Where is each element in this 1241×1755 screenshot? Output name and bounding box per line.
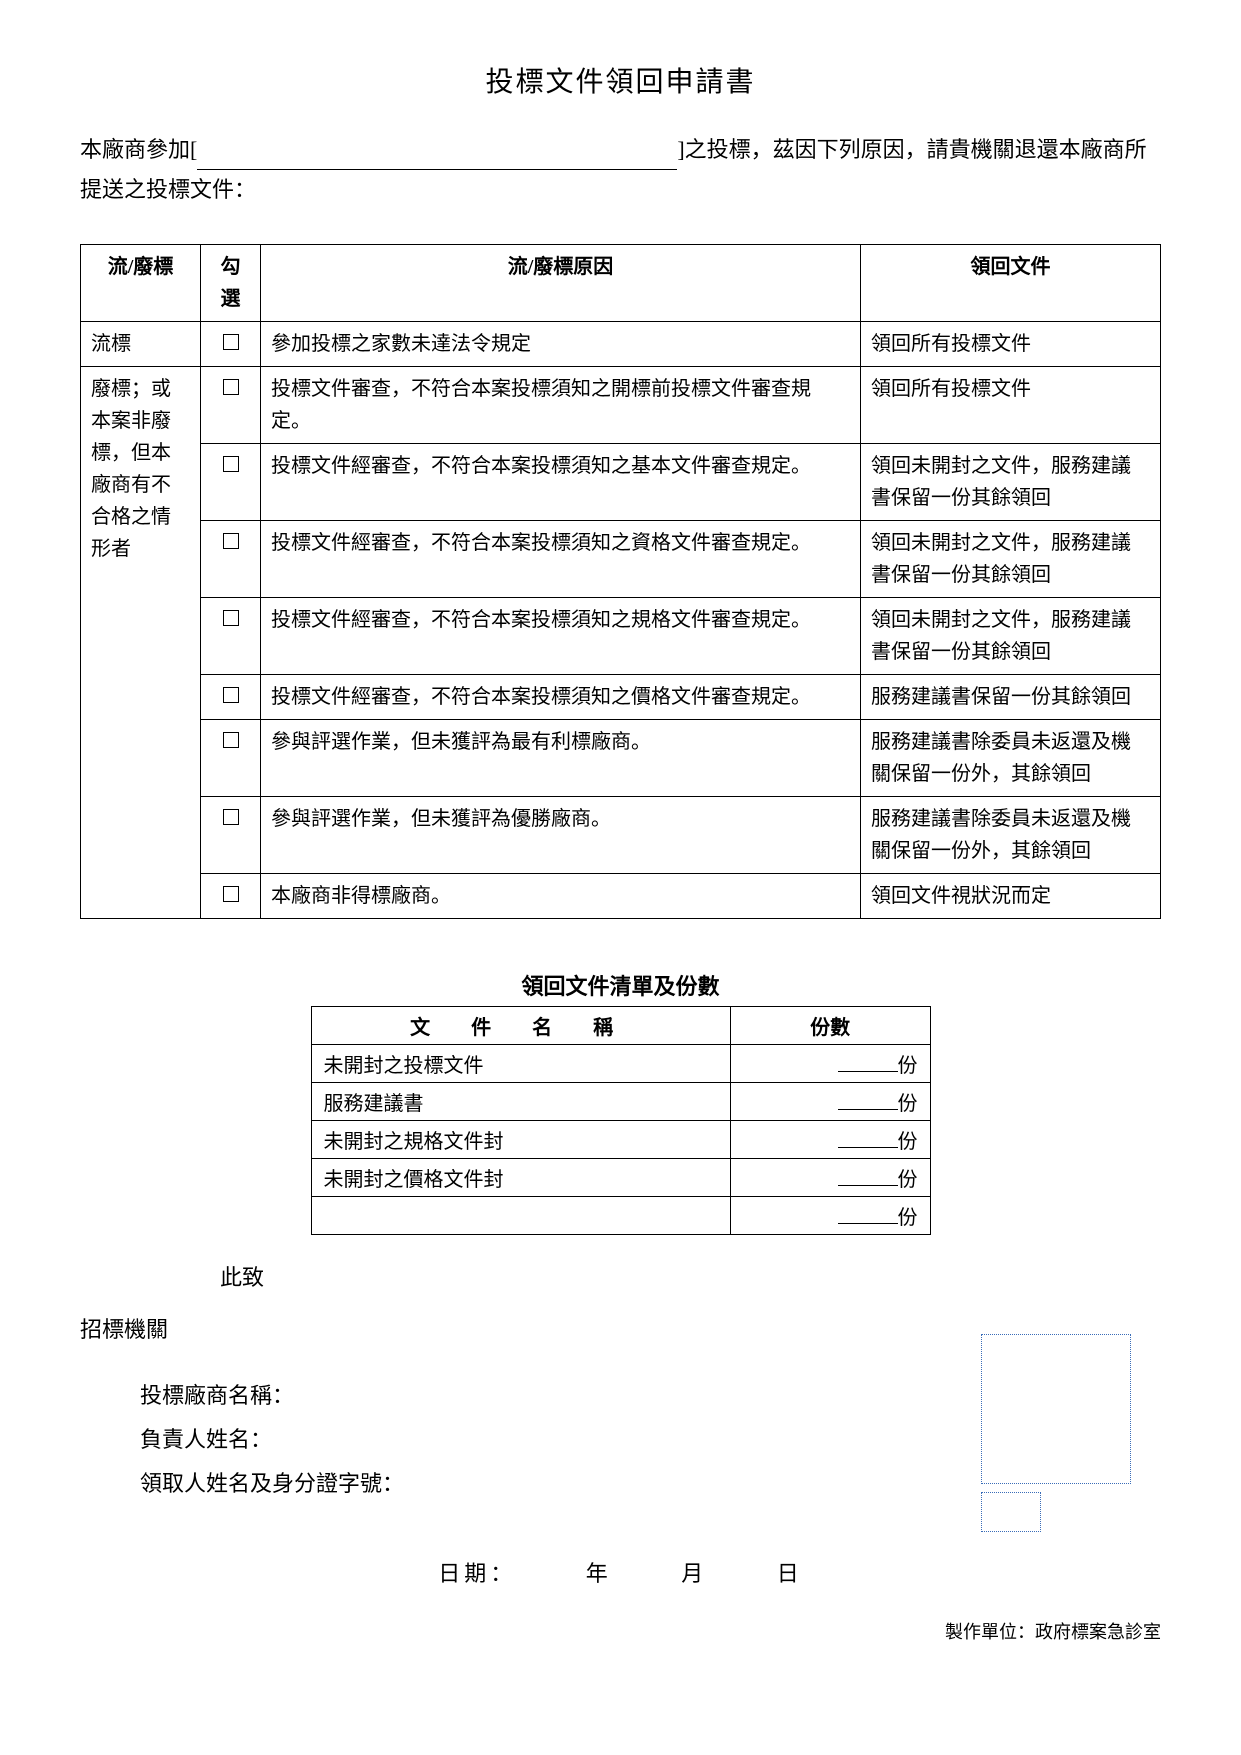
return-cell: 服務建議書除委員未返還及機關保留一份外，其餘領回: [861, 797, 1161, 874]
closing-text: 此致: [220, 1260, 1161, 1292]
doc-name: [311, 1197, 730, 1235]
return-cell: 領回所有投標文件: [861, 367, 1161, 444]
checkbox[interactable]: [223, 610, 239, 626]
qty-blank[interactable]: [838, 1204, 898, 1224]
checkbox[interactable]: [223, 533, 239, 549]
qty-unit: 份: [898, 1055, 918, 1077]
return-cell: 領回未開封之文件，服務建議書保留一份其餘領回: [861, 598, 1161, 675]
stamp-box-large[interactable]: [981, 1334, 1131, 1484]
qty-unit: 份: [898, 1093, 918, 1115]
checkbox[interactable]: [223, 809, 239, 825]
table-row: 投標文件經審查，不符合本案投標須知之規格文件審查規定。 領回未開封之文件，服務建…: [81, 598, 1161, 675]
table-row: 投標文件經審查，不符合本案投標須知之價格文件審查規定。 服務建議書保留一份其餘領…: [81, 675, 1161, 720]
reason-cell: 本廠商非得標廠商。: [261, 874, 861, 919]
checkbox[interactable]: [223, 456, 239, 472]
qty-blank[interactable]: [838, 1166, 898, 1186]
doc-name: 未開封之規格文件封: [311, 1121, 730, 1159]
table-row: 流標 參加投標之家數未達法令規定 領回所有投標文件: [81, 322, 1161, 367]
checkbox[interactable]: [223, 379, 239, 395]
return-cell: 服務建議書保留一份其餘領回: [861, 675, 1161, 720]
checkbox[interactable]: [223, 886, 239, 902]
table-row: 參與評選作業，但未獲評為優勝廠商。 服務建議書除委員未返還及機關保留一份外，其餘…: [81, 797, 1161, 874]
qty-blank[interactable]: [838, 1052, 898, 1072]
header-check: 勾選: [201, 245, 261, 322]
reason-cell: 投標文件經審查，不符合本案投標須知之規格文件審查規定。: [261, 598, 861, 675]
checkbox[interactable]: [223, 732, 239, 748]
table-row: 投標文件經審查，不符合本案投標須知之基本文件審查規定。 領回未開封之文件，服務建…: [81, 444, 1161, 521]
intro-text: 本廠商參加[]之投標，茲因下列原因，請貴機關退還本廠商所提送之投標文件：: [80, 130, 1161, 209]
qty-blank[interactable]: [838, 1090, 898, 1110]
reason-table: 流/廢標 勾選 流/廢標原因 領回文件 流標 參加投標之家數未達法令規定 領回所…: [80, 244, 1161, 919]
type-cell: 流標: [81, 322, 201, 367]
doc-name: 服務建議書: [311, 1083, 730, 1121]
qty-unit: 份: [898, 1207, 918, 1229]
return-cell: 領回所有投標文件: [861, 322, 1161, 367]
intro-prefix: 本廠商參加[: [80, 137, 197, 162]
project-name-blank[interactable]: [197, 143, 677, 169]
date-year: 年: [586, 1561, 612, 1586]
table-row: 投標文件經審查，不符合本案投標須知之資格文件審查規定。 領回未開封之文件，服務建…: [81, 521, 1161, 598]
date-label: 日期：: [438, 1561, 516, 1586]
date-day: 日: [777, 1561, 803, 1586]
doc-section-title: 領回文件清單及份數: [80, 969, 1161, 1001]
header-reason: 流/廢標原因: [261, 245, 861, 322]
doc-row: 未開封之規格文件封 份: [311, 1121, 930, 1159]
header-return: 領回文件: [861, 245, 1161, 322]
doc-row: 未開封之投標文件 份: [311, 1045, 930, 1083]
reason-cell: 投標文件經審查，不符合本案投標須知之資格文件審查規定。: [261, 521, 861, 598]
doc-row: 服務建議書 份: [311, 1083, 930, 1121]
qty-unit: 份: [898, 1131, 918, 1153]
document-title: 投標文件領回申請書: [80, 60, 1161, 100]
reason-cell: 參與評選作業，但未獲評為優勝廠商。: [261, 797, 861, 874]
reason-cell: 投標文件經審查，不符合本案投標須知之基本文件審查規定。: [261, 444, 861, 521]
header-type: 流/廢標: [81, 245, 201, 322]
type-cell-merged: 廢標；或本案非廢標，但本廠商有不合格之情形者: [81, 367, 201, 919]
table-row: 廢標；或本案非廢標，但本廠商有不合格之情形者 投標文件審查，不符合本案投標須知之…: [81, 367, 1161, 444]
stamp-box-small[interactable]: [981, 1492, 1041, 1532]
return-cell: 領回文件視狀況而定: [861, 874, 1161, 919]
return-cell: 服務建議書除委員未返還及機關保留一份外，其餘領回: [861, 720, 1161, 797]
signature-section: 投標廠商名稱： 負責人姓名： 領取人姓名及身分證字號：: [80, 1374, 1161, 1506]
document-list-table: 文 件 名 稱 份數 未開封之投標文件 份 服務建議書 份 未開封之規格文件封 …: [311, 1006, 931, 1235]
stamp-boxes: [981, 1334, 1131, 1532]
qty-unit: 份: [898, 1169, 918, 1191]
doc-name: 未開封之價格文件封: [311, 1159, 730, 1197]
table-row: 參與評選作業，但未獲評為最有利標廠商。 服務建議書除委員未返還及機關保留一份外，…: [81, 720, 1161, 797]
reason-cell: 參與評選作業，但未獲評為最有利標廠商。: [261, 720, 861, 797]
checkbox[interactable]: [223, 334, 239, 350]
checkbox[interactable]: [223, 687, 239, 703]
reason-cell: 投標文件經審查，不符合本案投標須知之價格文件審查規定。: [261, 675, 861, 720]
return-cell: 領回未開封之文件，服務建議書保留一份其餘領回: [861, 521, 1161, 598]
doc-row: 份: [311, 1197, 930, 1235]
doc-row: 未開封之價格文件封 份: [311, 1159, 930, 1197]
doc-header-qty: 份數: [730, 1007, 930, 1045]
table-row: 本廠商非得標廠商。 領回文件視狀況而定: [81, 874, 1161, 919]
date-line: 日期： 年 月 日: [80, 1556, 1161, 1588]
doc-name: 未開封之投標文件: [311, 1045, 730, 1083]
doc-header-name: 文 件 名 稱: [311, 1007, 730, 1045]
footer-text: 製作單位：政府標案急診室: [80, 1618, 1161, 1644]
date-month: 月: [681, 1561, 707, 1586]
qty-blank[interactable]: [838, 1128, 898, 1148]
reason-cell: 參加投標之家數未達法令規定: [261, 322, 861, 367]
reason-cell: 投標文件審查，不符合本案投標須知之開標前投標文件審查規定。: [261, 367, 861, 444]
return-cell: 領回未開封之文件，服務建議書保留一份其餘領回: [861, 444, 1161, 521]
